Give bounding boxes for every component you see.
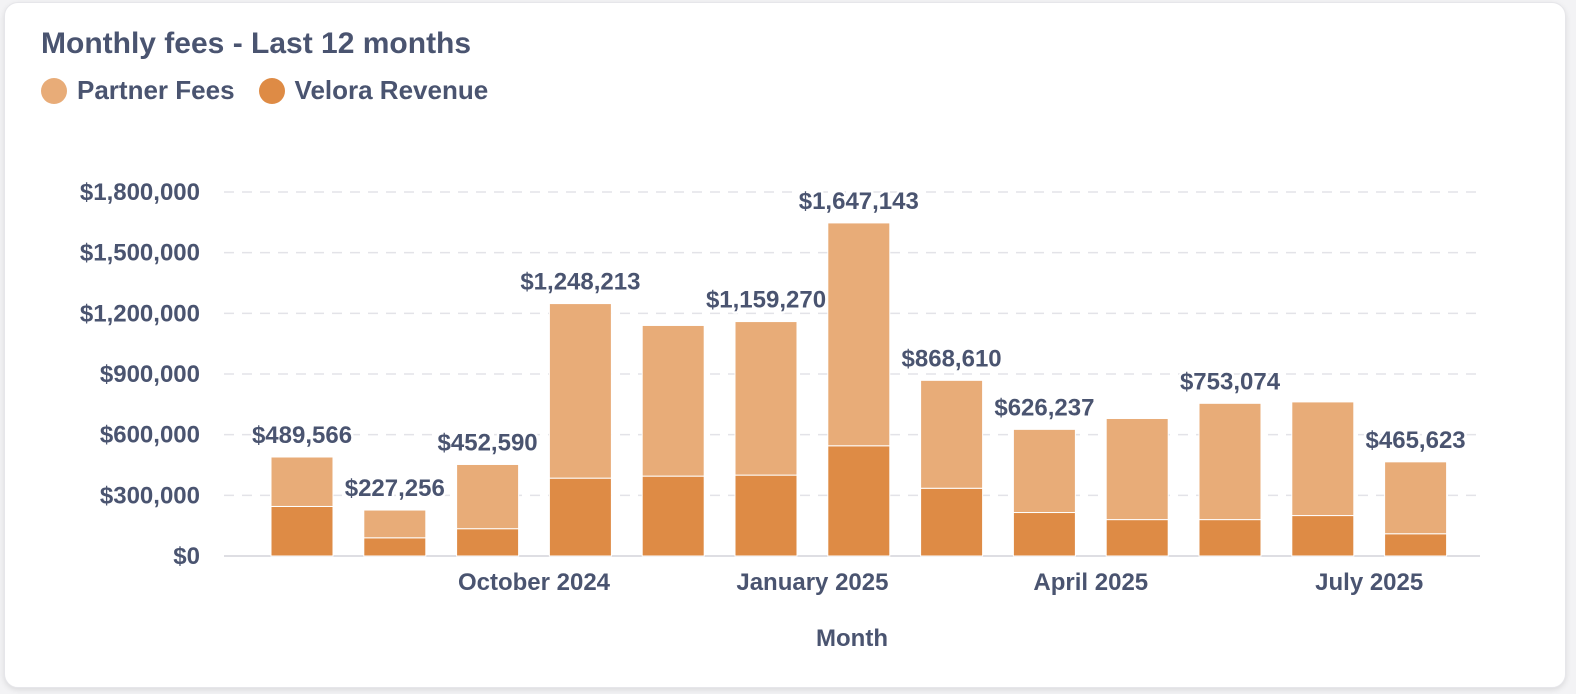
bar-partner-fees[interactable] xyxy=(1105,417,1169,521)
bar-partner-fees[interactable] xyxy=(1291,401,1355,517)
legend-swatch-velora-revenue xyxy=(258,77,285,104)
legend-item-partner-fees[interactable]: Partner Fees xyxy=(41,75,235,106)
data-label: $465,623 xyxy=(1366,427,1466,454)
chart-legend: Partner Fees Velora Revenue xyxy=(41,75,512,106)
bar-velora-revenue[interactable] xyxy=(548,477,612,557)
bar-partner-fees[interactable] xyxy=(1198,402,1262,521)
bar-partner-fees[interactable] xyxy=(1012,428,1076,514)
bar-velora-revenue[interactable] xyxy=(920,487,984,557)
y-tick-label: $1,200,000 xyxy=(80,300,200,327)
legend-label-velora-revenue: Velora Revenue xyxy=(294,75,489,105)
data-label: $1,647,143 xyxy=(799,188,919,215)
x-axis: October 2024 January 2025 April 2025 July 2… xyxy=(458,569,1423,596)
bar-partner-fees[interactable] xyxy=(1384,461,1448,535)
data-label: $753,074 xyxy=(1180,368,1281,395)
y-tick-label: $1,500,000 xyxy=(80,240,200,267)
x-axis-label: Month xyxy=(816,625,888,652)
bar-velora-revenue[interactable] xyxy=(1105,519,1169,557)
bar-velora-revenue[interactable] xyxy=(641,475,705,557)
data-label: $626,237 xyxy=(994,394,1094,421)
data-label: $1,248,213 xyxy=(520,269,640,296)
x-tick-label: April 2025 xyxy=(1033,569,1148,596)
bar-partner-fees[interactable] xyxy=(827,222,891,447)
bar-partner-fees[interactable] xyxy=(641,324,705,477)
y-tick-label: $300,000 xyxy=(100,482,200,509)
bar-velora-revenue[interactable] xyxy=(270,505,334,557)
bar-velora-revenue[interactable] xyxy=(456,528,520,557)
legend-label-partner-fees: Partner Fees xyxy=(77,75,235,105)
bar-velora-revenue[interactable] xyxy=(1012,512,1076,557)
bar-velora-revenue[interactable] xyxy=(1198,519,1262,557)
y-tick-label: $900,000 xyxy=(100,361,200,388)
bar-velora-revenue[interactable] xyxy=(1384,533,1448,557)
bar-partner-fees[interactable] xyxy=(734,321,798,476)
x-tick-label: July 2025 xyxy=(1315,569,1423,596)
bar-velora-revenue[interactable] xyxy=(827,445,891,557)
bars xyxy=(270,222,1448,557)
legend-swatch-partner-fees xyxy=(41,77,67,104)
bar-partner-fees[interactable] xyxy=(270,456,334,507)
data-label: $868,610 xyxy=(902,345,1002,372)
data-label: $452,590 xyxy=(438,429,538,456)
bar-partner-fees[interactable] xyxy=(920,379,984,489)
bar-partner-fees[interactable] xyxy=(456,463,520,530)
bar-velora-revenue[interactable] xyxy=(1291,515,1355,557)
data-label: $227,256 xyxy=(345,475,445,502)
data-labels: $489,566 $227,256 $452,590 $1,248,213 $1,159… xyxy=(249,185,1468,504)
bar-velora-revenue[interactable] xyxy=(734,474,798,557)
y-tick-label: $0 xyxy=(173,543,200,570)
x-tick-label: January 2025 xyxy=(736,569,888,596)
y-tick-label: $600,000 xyxy=(100,422,200,449)
legend-item-velora-revenue[interactable]: Velora Revenue xyxy=(258,75,489,106)
data-label: $1,159,270 xyxy=(706,287,826,314)
bar-velora-revenue[interactable] xyxy=(363,537,427,557)
x-tick-label: October 2024 xyxy=(458,569,611,596)
y-tick-label: $1,800,000 xyxy=(80,179,200,206)
data-label: $489,566 xyxy=(252,422,352,449)
bar-partner-fees[interactable] xyxy=(548,303,612,479)
chart-title: Monthly fees - Last 12 months xyxy=(41,27,472,60)
y-axis: $0 $300,000 $600,000 $900,000 $1,200,000 $1,5… xyxy=(80,179,200,570)
bar-partner-fees[interactable] xyxy=(363,509,427,539)
chart-card: Monthly fees - Last 12 months Partner Fe… xyxy=(4,2,1566,688)
